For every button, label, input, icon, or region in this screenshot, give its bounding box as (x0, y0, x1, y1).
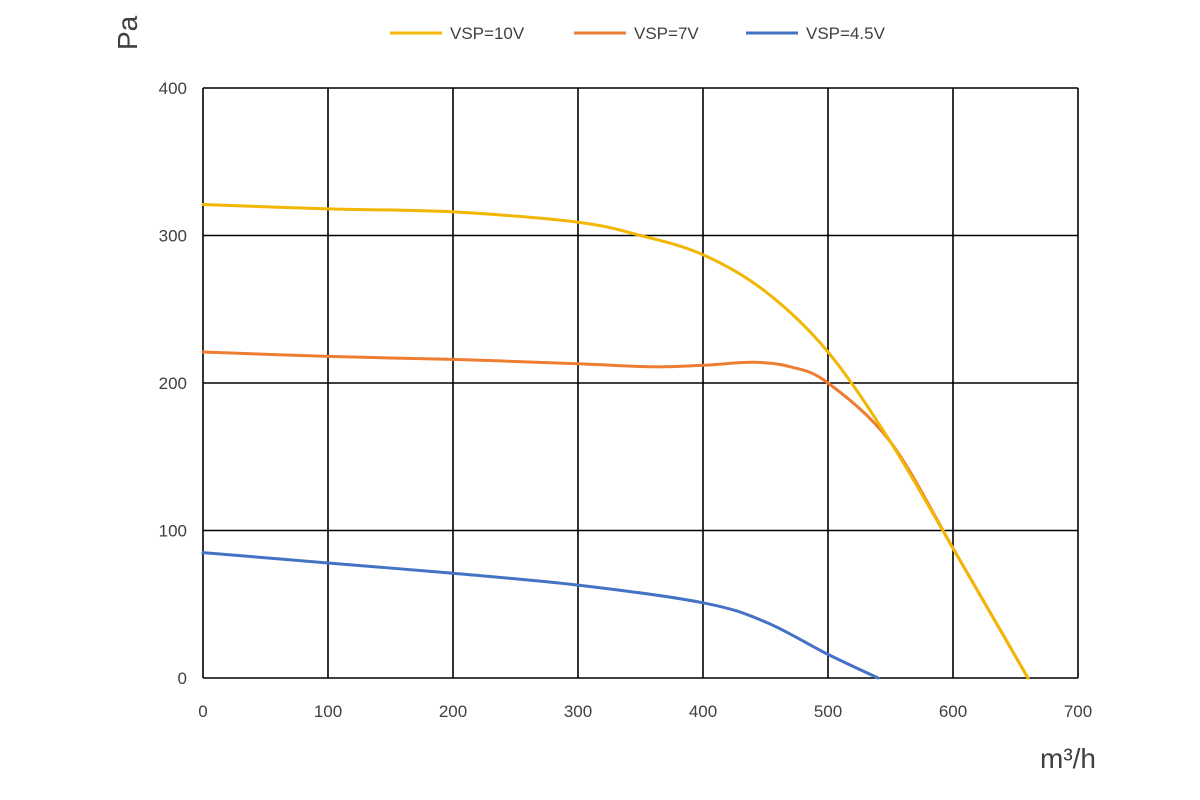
y-tick-label: 100 (159, 522, 187, 541)
legend-label: VSP=10V (450, 24, 525, 43)
series-line-vsp-10v (201, 203, 1030, 680)
x-tick-label: 600 (939, 702, 967, 721)
y-tick-label: 0 (178, 669, 187, 688)
x-tick-label: 0 (198, 702, 207, 721)
y-tick-label: 200 (159, 374, 187, 393)
x-tick-label: 700 (1064, 702, 1092, 721)
x-tick-label: 400 (689, 702, 717, 721)
x-axis-title: m³/h (1040, 743, 1096, 774)
x-tick-label: 500 (814, 702, 842, 721)
y-axis-title: Pa (112, 15, 143, 50)
series-lines (201, 203, 1030, 680)
y-tick-labels: 0 100 200 300 400 (159, 79, 187, 688)
x-tick-labels: 0 100 200 300 400 500 600 700 (198, 702, 1092, 721)
legend-label: VSP=4.5V (806, 24, 886, 43)
grid-lines (202, 87, 1079, 679)
x-tick-label: 100 (314, 702, 342, 721)
x-tick-label: 200 (439, 702, 467, 721)
series-line-vsp-7v (201, 350, 1030, 680)
y-tick-label: 400 (159, 79, 187, 98)
legend: VSP=10V VSP=7V VSP=4.5V (390, 24, 886, 43)
x-tick-label: 300 (564, 702, 592, 721)
y-tick-label: 300 (159, 227, 187, 246)
series-line-vsp-4-5v (201, 551, 880, 680)
legend-label: VSP=7V (634, 24, 699, 43)
